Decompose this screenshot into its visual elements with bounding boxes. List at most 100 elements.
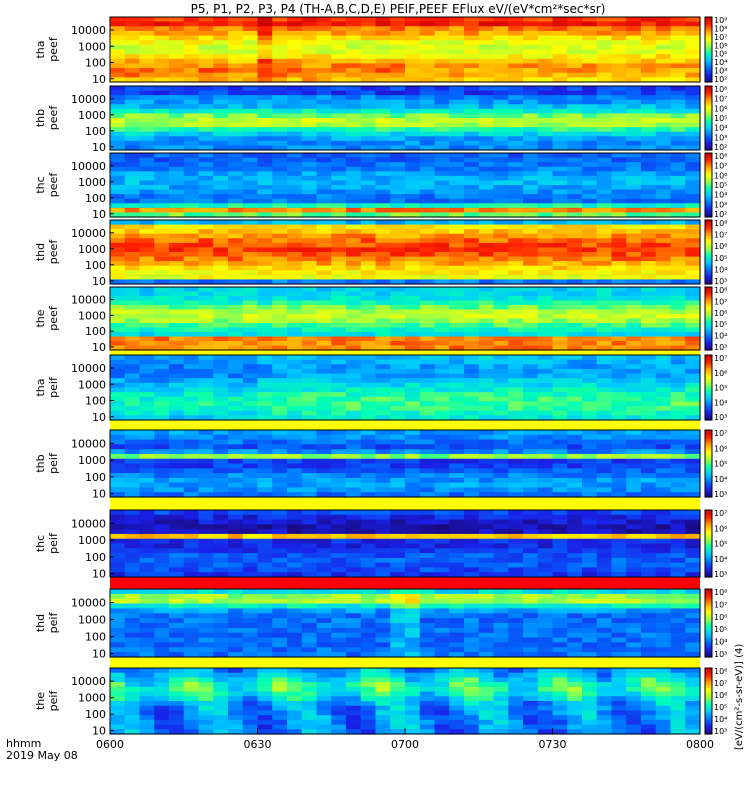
- spectrogram-cell: [626, 21, 642, 27]
- colorbar-segment: [705, 228, 712, 232]
- spectrogram-cell: [375, 572, 391, 578]
- spectrogram-cell: [316, 557, 332, 564]
- spectrogram-cell: [331, 35, 347, 41]
- spectrogram-cell: [685, 26, 701, 32]
- spectrogram-cell: [213, 86, 229, 92]
- spectrogram-cell: [287, 430, 303, 436]
- spectrogram-cell: [611, 463, 627, 469]
- spectrogram-cell: [301, 410, 318, 416]
- spectrogram-cell: [228, 291, 244, 297]
- spectrogram-cell: [641, 194, 657, 200]
- spectrogram-cell: [478, 323, 495, 329]
- spectrogram-cell: [611, 261, 627, 267]
- spectrogram-cell: [611, 49, 627, 55]
- spectrogram-cell: [110, 40, 126, 46]
- spectrogram-cell: [272, 487, 288, 493]
- spectrogram-cell: [582, 194, 598, 200]
- spectrogram-cell: [508, 127, 524, 133]
- spectrogram-cell: [537, 477, 554, 484]
- spectrogram-cell: [685, 261, 701, 267]
- spectrogram-cell: [198, 647, 214, 653]
- spectrogram-cell: [685, 355, 701, 361]
- spectrogram-cell: [434, 77, 450, 83]
- spectrogram-cell: [552, 175, 568, 182]
- spectrogram-cell: [139, 157, 155, 163]
- spectrogram-cell: [169, 642, 185, 648]
- spectrogram-cell: [464, 434, 480, 441]
- spectrogram-cell: [213, 131, 229, 137]
- spectrogram-cell: [213, 118, 229, 124]
- spectrogram-cell: [626, 131, 642, 137]
- spectrogram-cell: [537, 54, 554, 60]
- spectrogram-cell: [390, 99, 406, 105]
- spectrogram-cell: [478, 252, 495, 258]
- spectrogram-cell: [596, 203, 613, 209]
- spectrogram-cell: [154, 35, 170, 41]
- spectrogram-cell: [272, 166, 288, 172]
- colorbar-segment: [705, 407, 712, 410]
- spectrogram-cell: [360, 157, 377, 163]
- spectrogram-cell: [449, 529, 465, 535]
- spectrogram-cell: [419, 189, 436, 195]
- spectrogram-cell: [537, 463, 554, 469]
- spectrogram-cell: [390, 203, 406, 209]
- spectrogram-cell: [552, 406, 568, 412]
- spectrogram-cell: [611, 482, 627, 489]
- spectrogram-cell: [124, 323, 141, 329]
- spectrogram-cell: [183, 17, 200, 23]
- spectrogram-cell: [272, 519, 288, 525]
- spectrogram-cell: [641, 233, 657, 239]
- spectrogram-cell: [464, 524, 480, 530]
- spectrogram-cell: [228, 247, 244, 253]
- spectrogram-cell: [449, 256, 465, 262]
- spectrogram-cell: [552, 524, 568, 530]
- spectrogram-cell: [419, 548, 436, 554]
- spectrogram-cell: [626, 314, 642, 320]
- spectrogram-cell: [449, 473, 465, 479]
- spectrogram-cell: [582, 562, 598, 569]
- spectrogram-cell: [272, 104, 288, 110]
- spectrogram-cell: [124, 252, 141, 258]
- spectrogram-cell: [493, 449, 509, 455]
- spectrogram-cell: [552, 108, 568, 115]
- spectrogram-cell: [567, 90, 583, 96]
- spectrogram-cell: [596, 336, 613, 342]
- spectrogram-cell: [523, 529, 539, 535]
- spectrogram-cell: [124, 242, 141, 249]
- spectrogram-cell: [523, 122, 539, 128]
- spectrogram-cell: [390, 309, 406, 315]
- spectrogram-cell: [242, 291, 259, 297]
- spectrogram-cell: [228, 327, 244, 333]
- spectrogram-cell: [139, 180, 155, 186]
- spectrogram-cell: [272, 140, 288, 147]
- spectrogram-cell: [213, 30, 229, 37]
- spectrogram-cell: [213, 538, 229, 545]
- spectrogram-cell: [110, 318, 126, 324]
- spectrogram-cell: [198, 207, 214, 214]
- spectrogram-cell: [611, 180, 627, 186]
- spectrogram-cell: [228, 54, 244, 60]
- spectrogram-cell: [242, 95, 259, 101]
- spectrogram-cell: [567, 153, 583, 159]
- spectrogram-cell: [213, 430, 229, 436]
- spectrogram-cell: [301, 300, 318, 306]
- spectrogram-cell: [242, 180, 259, 186]
- spectrogram-cell: [464, 538, 480, 545]
- spectrogram-cell: [434, 510, 450, 516]
- spectrogram-cell: [493, 396, 509, 403]
- panel-quantity-label: peef: [47, 105, 60, 131]
- spectrogram-cell: [375, 434, 391, 441]
- spectrogram-cell: [124, 90, 141, 96]
- spectrogram-cell: [552, 296, 568, 302]
- spectrogram-cell: [641, 166, 657, 172]
- spectrogram-cell: [154, 623, 170, 629]
- spectrogram-cell: [685, 131, 701, 137]
- spectrogram-cell: [124, 194, 141, 200]
- spectrogram-cell: [139, 373, 155, 379]
- spectrogram-cell: [478, 194, 495, 200]
- spectrogram-cell: [670, 26, 686, 32]
- spectrogram-cell: [257, 291, 273, 297]
- spectrogram-cell: [198, 627, 214, 634]
- spectrogram-cell: [198, 35, 214, 41]
- spectrogram-cell: [611, 54, 627, 60]
